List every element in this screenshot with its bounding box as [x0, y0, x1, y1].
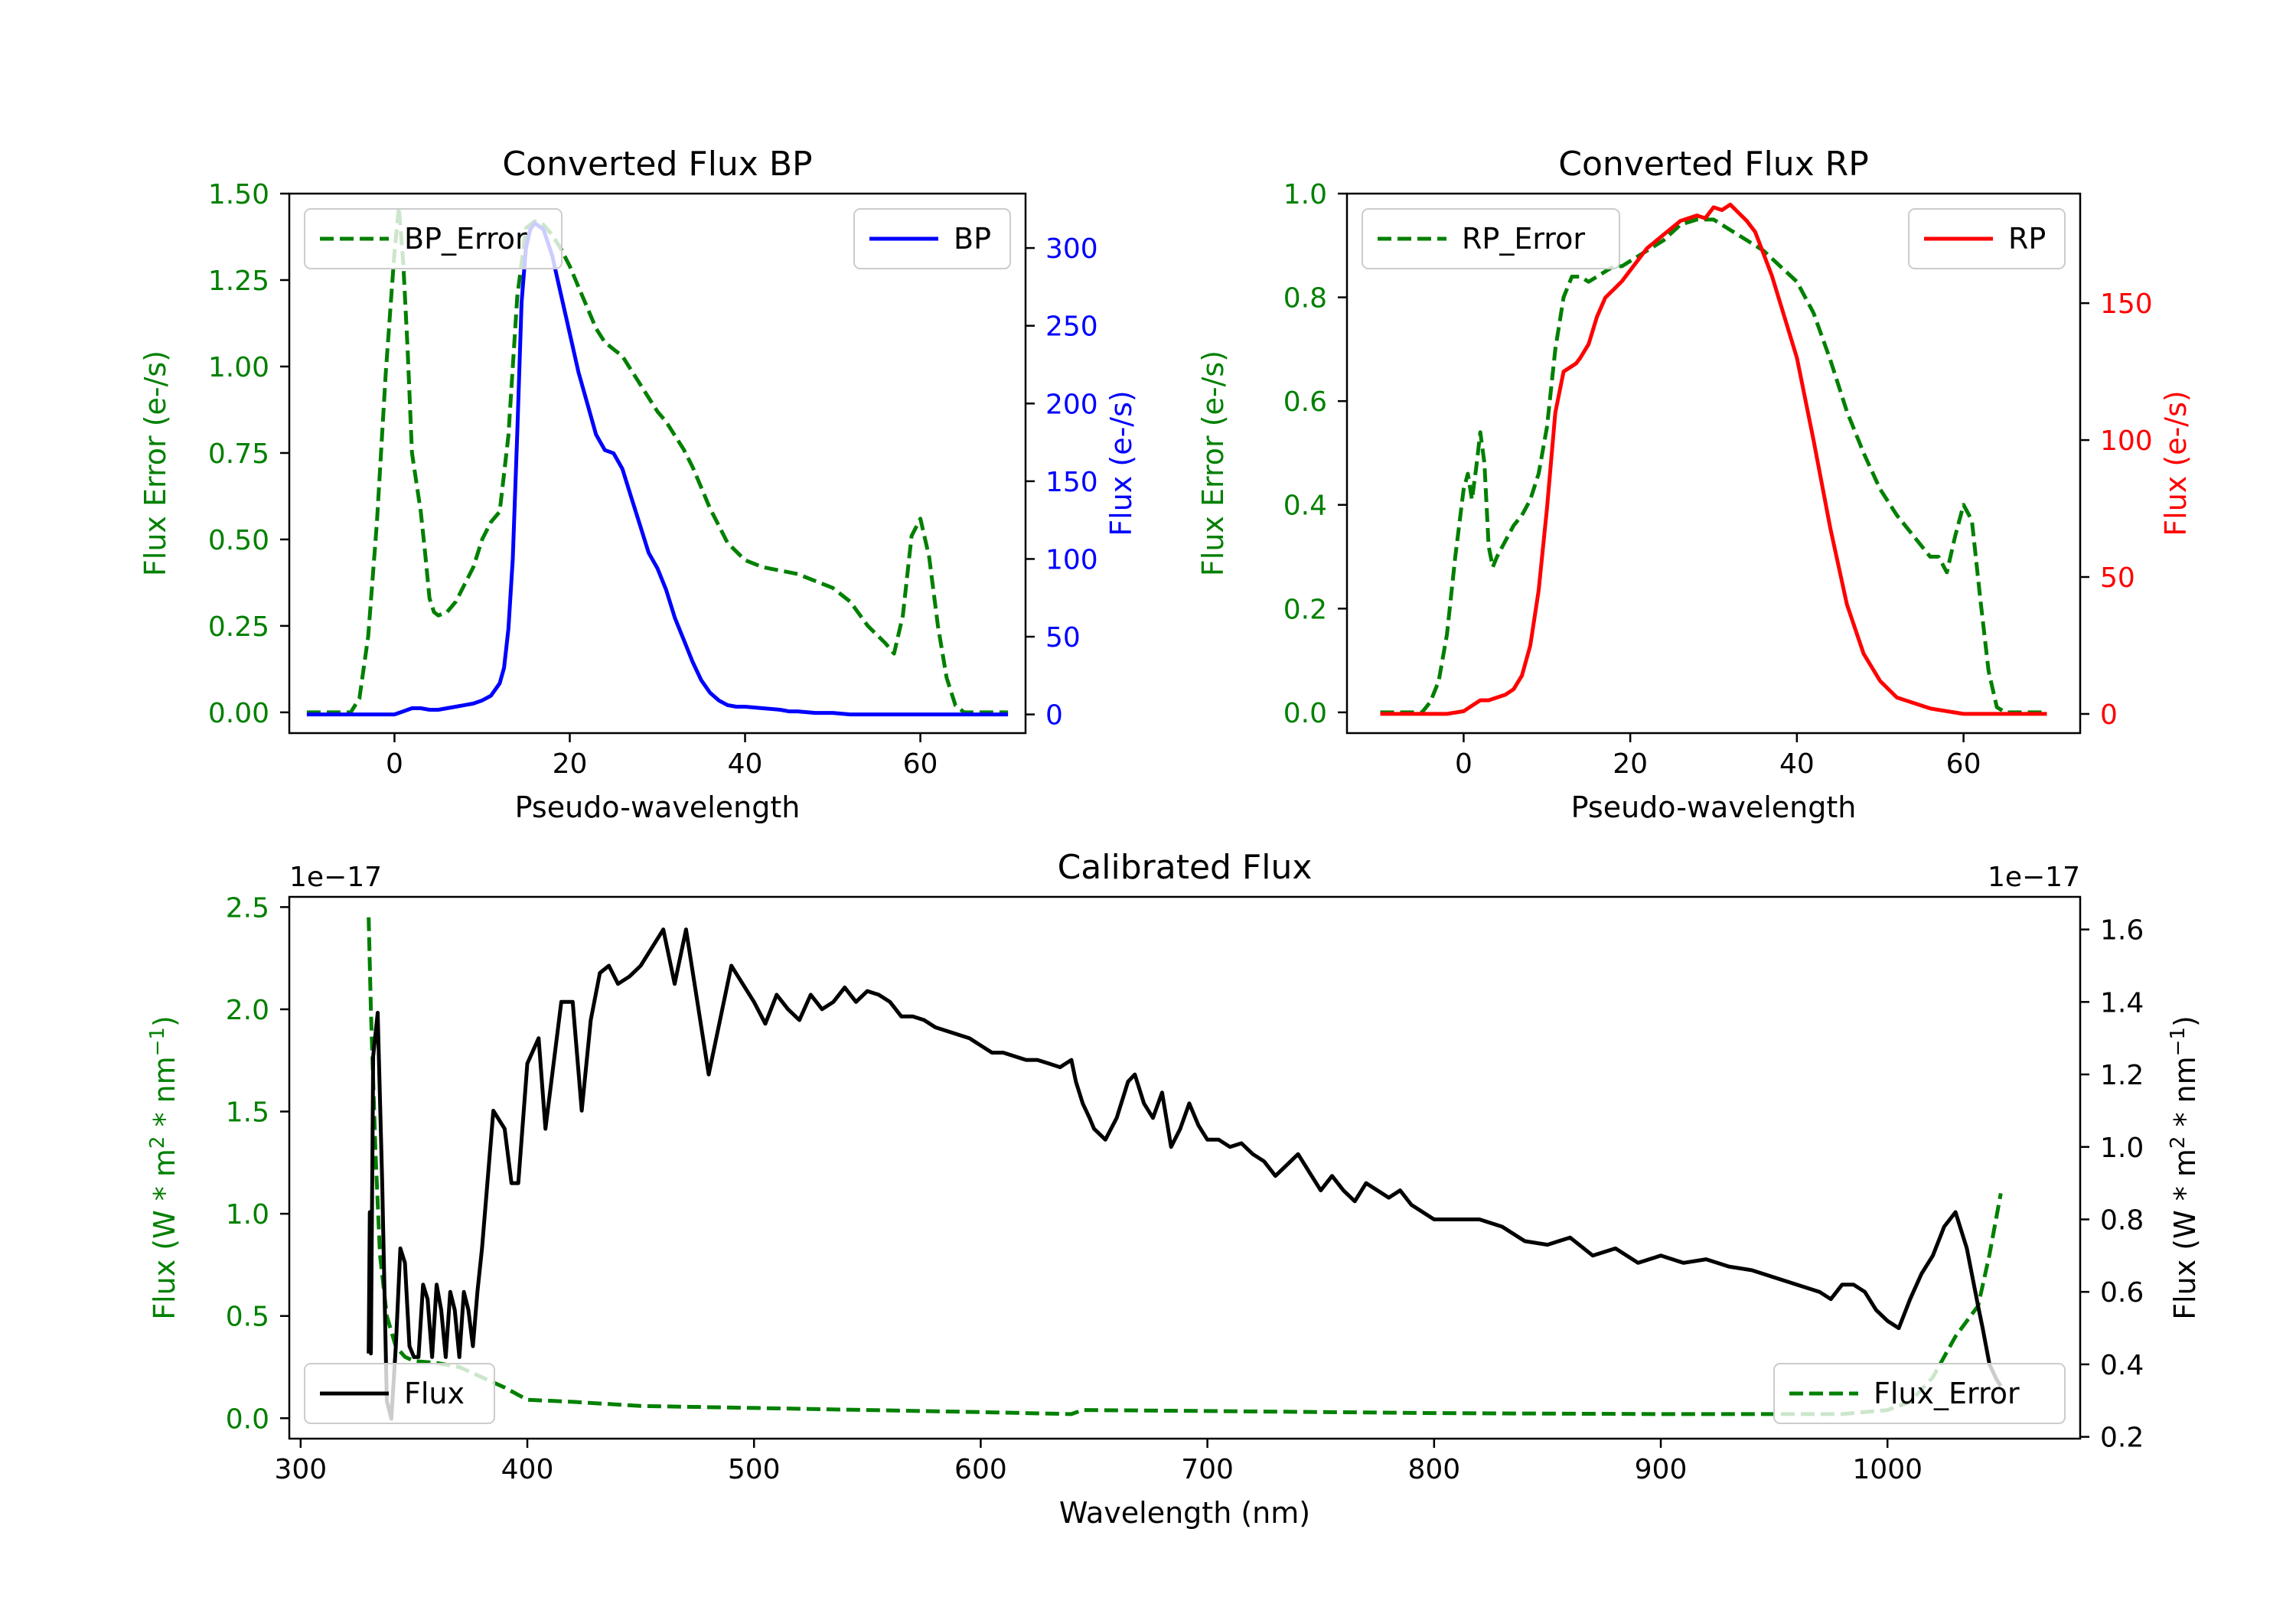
- y-left-tick-label: 0.2: [1283, 594, 1327, 625]
- y-left-tick-label: 0.00: [208, 698, 269, 729]
- y-axis-label-right: Flux (W * m2 * nm−1): [2167, 1015, 2202, 1320]
- legend-rp: RP: [1908, 208, 2066, 269]
- x-tick-label: 40: [728, 748, 763, 780]
- x-tick-label: 20: [553, 748, 588, 780]
- y-left-tick-label: 2.5: [226, 892, 269, 924]
- y-right-tick-label: 250: [1045, 311, 1098, 343]
- x-tick-label: 60: [1946, 748, 1981, 780]
- x-tick-label: 1000: [1852, 1454, 1923, 1485]
- y-right-tick-label: 150: [2100, 288, 2153, 320]
- y-left-tick-label: 1.00: [208, 352, 269, 383]
- y-left-tick-label: 1.0: [1283, 179, 1327, 210]
- x-tick-label: 900: [1635, 1454, 1688, 1485]
- x-tick-label: 400: [501, 1454, 554, 1485]
- legend-label: Flux_Error: [1874, 1377, 2020, 1410]
- y-right-tick-label: 150: [1045, 467, 1098, 498]
- y-right-tick-label: 1.0: [2100, 1133, 2144, 1164]
- y-left-tick-label: 1.0: [226, 1199, 269, 1231]
- y-left-tick-label: 0.5: [226, 1302, 269, 1333]
- y-right-tick-label: 200: [1045, 389, 1098, 420]
- y-right-tick-label: 0.4: [2100, 1350, 2144, 1381]
- y-right-tick-label: 100: [2100, 425, 2153, 457]
- legend-frame: [304, 1363, 495, 1424]
- x-axis-label: Wavelength (nm): [1059, 1496, 1310, 1530]
- series-bp-error: [306, 205, 1009, 715]
- legend-label: RP_Error: [1462, 222, 1585, 256]
- chart-bp: 0 20 40 60 0.00 0.25 0.50 0.75 1.00 1.25 1.50 0 50 10…: [139, 145, 1138, 824]
- axes-frame: [288, 895, 2082, 1440]
- x-tick-label: 500: [728, 1454, 781, 1485]
- y-left-tick-label: 0.0: [226, 1403, 269, 1435]
- y-right-tick-label: 300: [1045, 233, 1098, 265]
- legend-label: BP_Error: [404, 222, 527, 256]
- y-right-tick-label: 0.8: [2100, 1204, 2144, 1236]
- y-right-tick-label: 0.2: [2100, 1423, 2144, 1454]
- y-left-tick-label: 1.50: [208, 179, 269, 210]
- y-right-tick-label: 1.2: [2100, 1060, 2144, 1091]
- legend-label: Flux: [404, 1377, 465, 1410]
- axes-frame: [1345, 192, 2082, 735]
- chart-title: Converted Flux RP: [1558, 145, 1869, 184]
- x-tick-label: 40: [1779, 748, 1815, 780]
- y-left-tick-label: 0.0: [1283, 698, 1327, 729]
- y-axis-label-left: Flux Error (e-/s): [139, 350, 172, 576]
- y-axis-label-right: Flux (e-/s): [2159, 390, 2193, 536]
- y-right-tick-label: 0: [1045, 700, 1063, 732]
- y-right-tick-label: 1.4: [2100, 987, 2144, 1019]
- x-tick-label: 800: [1407, 1454, 1460, 1485]
- y-right-tick-label: 0.6: [2100, 1277, 2144, 1309]
- legend-bp: BP: [853, 208, 1011, 269]
- x-tick-label: 600: [954, 1454, 1007, 1485]
- chart-cal: 300 400 500 600 700 800 900 1000 0.0 0.5 1.0 1.5 2.0…: [146, 848, 2202, 1530]
- y-right-tick-label: 50: [1045, 622, 1081, 654]
- y-left-tick-label: 1.25: [208, 266, 269, 297]
- y-right-tick-label: 0: [2100, 699, 2118, 731]
- legend-label: RP: [2008, 222, 2046, 256]
- legend-bp-error: BP_Error: [304, 208, 563, 269]
- x-axis-label: Pseudo-wavelength: [515, 790, 801, 824]
- chart-title: Calibrated Flux: [1058, 848, 1313, 887]
- legend-frame: [304, 208, 563, 269]
- y-right-tick-label: 50: [2100, 562, 2135, 594]
- y-axis-label-right: Flux (e-/s): [1104, 390, 1138, 536]
- x-tick-label: 700: [1181, 1454, 1234, 1485]
- chart-title: Converted Flux BP: [502, 145, 812, 184]
- y-right-tick-label: 1.6: [2100, 915, 2144, 947]
- chart-rp: 0 20 40 60 0.0 0.2 0.4 0.6 0.8 1.0 0 50 100 150 Conver…: [1196, 145, 2193, 824]
- legend-frame: [1362, 208, 1620, 269]
- x-tick-label: 20: [1613, 748, 1648, 780]
- legend-flux: Flux: [304, 1363, 495, 1424]
- y-right-tick-label: 100: [1045, 544, 1098, 575]
- offset-label-left: 1e−17: [289, 862, 382, 893]
- x-tick-label: 0: [1455, 748, 1473, 780]
- axes-frame: [288, 192, 1027, 735]
- legend-flux-error: Flux_Error: [1773, 1363, 2066, 1424]
- x-tick-label: 0: [386, 748, 403, 780]
- legend-frame: [1773, 1363, 2066, 1424]
- y-left-tick-label: 0.4: [1283, 491, 1327, 522]
- series-bp: [306, 221, 1009, 717]
- x-tick-label: 60: [903, 748, 938, 780]
- y-left-tick-label: 0.6: [1283, 386, 1327, 418]
- x-axis-label: Pseudo-wavelength: [1571, 790, 1857, 824]
- series-rp-error: [1380, 217, 2047, 715]
- legend-label: BP: [954, 222, 991, 256]
- x-tick-label: 300: [274, 1454, 327, 1485]
- offset-label-right: 1e−17: [1988, 862, 2080, 893]
- y-left-tick-label: 1.5: [226, 1097, 269, 1129]
- y-axis-label-left: Flux (W * m2 * nm−1): [146, 1015, 181, 1320]
- y-axis-label-left: Flux Error (e-/s): [1196, 350, 1230, 576]
- legend-rp-error: RP_Error: [1362, 208, 1620, 269]
- series-flux: [367, 927, 2003, 1421]
- y-left-tick-label: 0.25: [208, 611, 269, 643]
- y-left-tick-label: 2.0: [226, 995, 269, 1026]
- series-rp: [1380, 202, 2047, 716]
- y-left-tick-label: 0.50: [208, 525, 269, 556]
- y-left-tick-label: 0.75: [208, 438, 269, 470]
- series-flux-error: [367, 917, 2003, 1416]
- y-left-tick-label: 0.8: [1283, 283, 1327, 315]
